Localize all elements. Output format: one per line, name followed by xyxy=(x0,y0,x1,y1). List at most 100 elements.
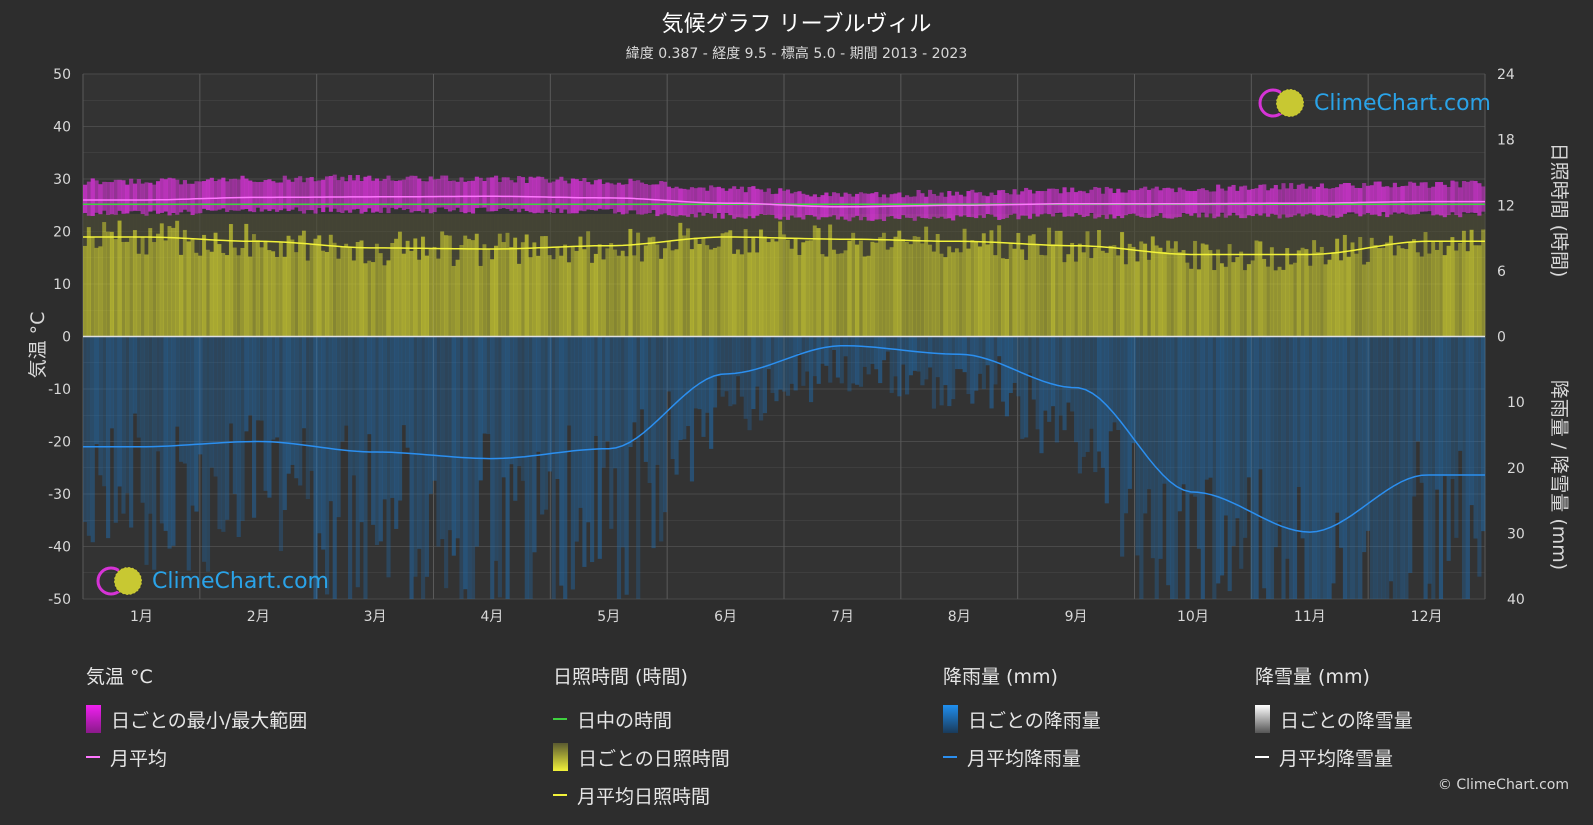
daily-daylight-bar xyxy=(1054,214,1059,231)
daily-daylight-bar xyxy=(951,214,956,253)
daily-sunshine-bar xyxy=(513,237,518,337)
daily-daylight-bar xyxy=(897,214,902,231)
daily-temperature-bar xyxy=(1112,193,1117,219)
daily-temperature-bar xyxy=(144,182,149,216)
right-axis-ticks: 24 18 12 6 0 10 20 30 40 xyxy=(1497,67,1525,608)
daily-sunshine-bar xyxy=(248,256,253,337)
rain-avg-line xyxy=(83,344,1485,533)
daily-sunshine-bar xyxy=(1043,255,1048,337)
daily-daylight-bar xyxy=(1158,214,1163,248)
daily-rain-bar xyxy=(271,336,276,440)
daily-daylight-bar xyxy=(1166,214,1171,241)
logo-top[interactable]: ClimeChart.com xyxy=(1258,88,1491,118)
daily-rain-bar xyxy=(759,336,764,421)
daily-rain-bar xyxy=(382,336,387,500)
daily-daylight-bar xyxy=(1204,214,1209,245)
daily-rain-bar xyxy=(386,336,391,578)
daily-sunshine-bar xyxy=(824,256,829,337)
daily-rain-bar xyxy=(1104,336,1109,504)
legend-label: 日ごとの最小/最大範囲 xyxy=(111,709,308,732)
daily-temperature-bar xyxy=(1392,182,1397,213)
daily-sunshine-bar xyxy=(1050,244,1056,337)
daily-sunshine-bar xyxy=(1208,250,1213,337)
daily-temperature-bar xyxy=(1454,181,1459,216)
daily-daylight-bar xyxy=(974,214,979,242)
daily-rain-bar xyxy=(808,336,814,403)
daily-rain-bar xyxy=(1181,336,1186,485)
daily-rain-bar xyxy=(1400,336,1405,599)
daily-rain-bar xyxy=(1331,336,1336,584)
daily-temperature-bar xyxy=(1281,183,1286,215)
daily-temperature-bar xyxy=(1377,181,1382,217)
daily-rain-bar xyxy=(628,336,633,448)
daily-sunshine-bar xyxy=(855,244,860,337)
daily-daylight-bar xyxy=(1258,214,1263,242)
logo-bottom[interactable]: ClimeChart.com xyxy=(96,566,329,596)
daily-rain-bar xyxy=(801,336,806,386)
daily-daylight-bar xyxy=(551,214,556,260)
page-title: 気候グラフ リーブルヴィル xyxy=(661,12,932,37)
daily-sunshine-bar xyxy=(632,255,637,337)
daily-daylight-bar xyxy=(674,214,679,250)
daily-temperature-bar xyxy=(240,175,245,210)
daily-daylight-bar xyxy=(1277,214,1282,267)
daily-rain-bar xyxy=(1035,336,1040,430)
daily-daylight-bar xyxy=(1050,214,1056,245)
daily-rain-bar xyxy=(785,336,791,396)
daily-rain-bar xyxy=(782,336,787,392)
daily-sunshine-bar xyxy=(305,260,310,337)
daily-rain-bar xyxy=(1223,336,1228,516)
daily-sunshine-bar xyxy=(1127,243,1132,337)
right-bottom-tick-label: 30 xyxy=(1507,526,1525,542)
daily-sunshine-bar xyxy=(1216,249,1221,337)
daily-daylight-bar xyxy=(1292,214,1298,263)
daily-daylight-bar xyxy=(993,214,998,256)
daily-daylight-bar xyxy=(355,214,360,242)
daily-daylight-bar xyxy=(1246,214,1251,265)
daily-daylight-bar xyxy=(536,214,541,256)
daily-daylight-bar xyxy=(83,214,88,246)
daily-temperature-bar xyxy=(532,177,537,214)
right-bottom-tick-label: 10 xyxy=(1507,395,1525,411)
daily-sunshine-bar xyxy=(221,252,226,337)
daily-rain-bar xyxy=(1066,336,1071,403)
legend-label: 月平均 xyxy=(110,747,168,770)
daily-temperature-bar xyxy=(1097,187,1102,218)
daily-daylight-bar xyxy=(179,214,184,255)
daily-rain-bar xyxy=(605,336,610,442)
daily-daylight-bar xyxy=(371,214,376,263)
daily-rain-bar xyxy=(793,336,798,391)
daily-daylight-bar xyxy=(686,214,691,229)
daily-rain-bar xyxy=(86,336,91,536)
daily-sunshine-bar xyxy=(885,249,890,337)
daily-sunshine-bar xyxy=(705,245,710,337)
legend-temperature-header: 気温 °C xyxy=(86,666,153,688)
daily-rain-bar xyxy=(609,336,614,529)
daily-rain-bar xyxy=(1020,336,1025,439)
daily-rain-bar xyxy=(221,336,226,532)
daily-temperature-bar xyxy=(217,179,222,210)
daily-sunshine-bar xyxy=(712,247,718,337)
daily-rain-bar xyxy=(232,336,237,494)
daily-sunshine-bar xyxy=(590,262,595,337)
daily-daylight-bar xyxy=(132,214,138,231)
daily-rain-bar xyxy=(935,336,940,378)
daily-temperature-bar xyxy=(586,182,591,210)
daily-daylight-bar xyxy=(659,214,664,259)
daily-temperature-bar xyxy=(305,177,310,211)
daily-temperature-bar xyxy=(1388,187,1394,215)
daily-rain-bar xyxy=(132,336,138,414)
daily-rain-bar xyxy=(1143,336,1148,514)
daily-temperature-bar xyxy=(121,180,126,214)
daily-sunshine-bar xyxy=(1166,240,1171,337)
daily-sunshine-bar xyxy=(1112,245,1117,337)
daily-temperature-bar xyxy=(739,186,744,218)
daily-temperature-bar xyxy=(171,178,176,213)
daily-rain-bar xyxy=(1062,336,1067,431)
daily-rain-bar xyxy=(1385,336,1390,599)
daily-rain-bar xyxy=(83,336,88,523)
legend-item-temperature-range: 日ごとの最小/最大範囲 xyxy=(86,700,307,738)
daily-sunshine-bar xyxy=(709,249,714,337)
daily-rain-bar xyxy=(405,336,410,448)
daily-daylight-bar xyxy=(1319,214,1324,247)
